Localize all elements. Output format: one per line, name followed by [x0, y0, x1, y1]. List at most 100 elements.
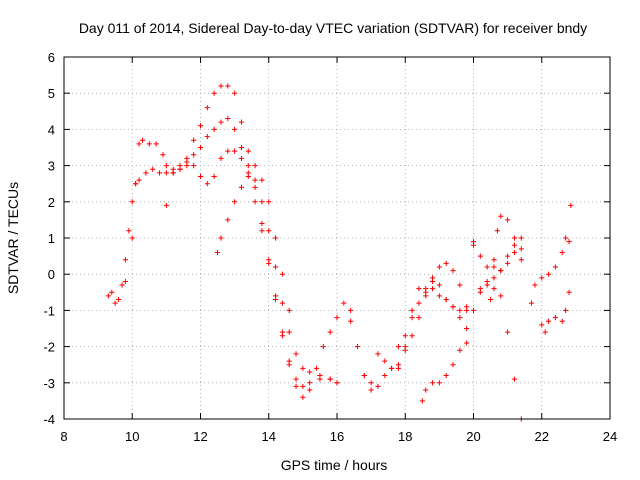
- data-point: [429, 286, 436, 292]
- data-point: [559, 249, 565, 256]
- data-point: [232, 90, 238, 96]
- data-point: [307, 369, 313, 375]
- data-point: [129, 199, 135, 205]
- data-point: [334, 380, 340, 386]
- data-point: [245, 173, 251, 180]
- y-tick-label: 3: [48, 159, 55, 174]
- data-point: [204, 134, 210, 140]
- data-point: [204, 181, 210, 187]
- data-point: [450, 362, 456, 368]
- x-tick-label: 12: [193, 429, 207, 444]
- data-point: [402, 333, 408, 339]
- data-point: [532, 282, 538, 288]
- data-point: [122, 278, 129, 285]
- y-tick-label: 4: [48, 122, 55, 137]
- series-track-k: [470, 242, 524, 292]
- series-track-b: [109, 83, 354, 400]
- data-point: [375, 383, 381, 390]
- data-point: [163, 202, 169, 209]
- data-point: [300, 383, 306, 390]
- y-tick-label: -4: [43, 412, 55, 427]
- y-tick-label: 5: [48, 86, 55, 101]
- data-point: [266, 199, 272, 205]
- data-point: [423, 387, 429, 393]
- data-point: [470, 307, 477, 313]
- data-point: [457, 347, 463, 353]
- data-point: [395, 362, 402, 368]
- data-point: [457, 282, 463, 288]
- data-point: [419, 398, 425, 404]
- data-point: [511, 235, 518, 241]
- data-point: [566, 239, 572, 245]
- data-point: [225, 217, 231, 223]
- data-point: [389, 365, 395, 371]
- series-track-n: [539, 202, 574, 335]
- data-point: [552, 264, 558, 270]
- data-point: [450, 267, 456, 274]
- data-point: [436, 293, 442, 299]
- data-point: [211, 173, 217, 180]
- data-point: [279, 300, 285, 306]
- series-track-c: [163, 148, 340, 386]
- data-point: [259, 220, 265, 227]
- data-point: [436, 264, 442, 270]
- data-point: [443, 260, 449, 266]
- data-point: [327, 329, 333, 335]
- data-point: [436, 282, 442, 288]
- data-point: [150, 166, 156, 172]
- x-tick-label: 8: [60, 429, 67, 444]
- data-point: [518, 246, 524, 252]
- data-point: [491, 275, 497, 281]
- y-tick-label: 6: [48, 50, 55, 65]
- y-tick-label: -1: [43, 303, 55, 318]
- x-tick-label: 22: [535, 429, 549, 444]
- data-point: [395, 344, 402, 350]
- data-point: [559, 318, 565, 324]
- data-point: [368, 380, 374, 386]
- data-point: [163, 163, 169, 169]
- data-point: [122, 257, 129, 263]
- data-point: [457, 315, 463, 321]
- data-point: [491, 286, 497, 292]
- data-point: [129, 235, 135, 241]
- data-point: [327, 376, 333, 382]
- data-point: [170, 166, 176, 172]
- series-track-h: [395, 275, 470, 350]
- data-point: [252, 184, 258, 190]
- data-point: [105, 293, 111, 299]
- data-point: [293, 351, 299, 357]
- data-point: [211, 90, 217, 96]
- data-point: [286, 358, 292, 364]
- data-point: [225, 148, 231, 154]
- data-point: [505, 253, 511, 259]
- data-point: [563, 307, 569, 313]
- y-tick-label: 0: [48, 267, 55, 282]
- data-point: [487, 296, 494, 303]
- data-point: [402, 347, 408, 353]
- data-point: [266, 228, 272, 234]
- data-point: [416, 315, 422, 321]
- data-point: [146, 141, 152, 147]
- data-point: [416, 300, 422, 306]
- data-point: [133, 181, 139, 187]
- data-point: [545, 318, 552, 324]
- data-point: [286, 307, 292, 313]
- data-point: [320, 344, 326, 350]
- data-point: [272, 293, 279, 299]
- data-point: [528, 300, 535, 306]
- data-point: [443, 372, 449, 379]
- series-track-d: [214, 163, 292, 313]
- data-point: [252, 177, 258, 183]
- data-point: [539, 322, 545, 328]
- data-point: [245, 148, 251, 154]
- x-axis-label: GPS time / hours: [281, 457, 388, 473]
- series-track-f: [361, 286, 470, 386]
- data-point: [307, 387, 313, 393]
- data-point: [300, 365, 306, 371]
- series-track-j: [470, 213, 524, 313]
- y-tick-label: -3: [43, 376, 55, 391]
- data-point: [511, 249, 518, 256]
- data-point: [505, 260, 511, 266]
- x-tick-label: 16: [330, 429, 344, 444]
- data-point: [409, 307, 415, 313]
